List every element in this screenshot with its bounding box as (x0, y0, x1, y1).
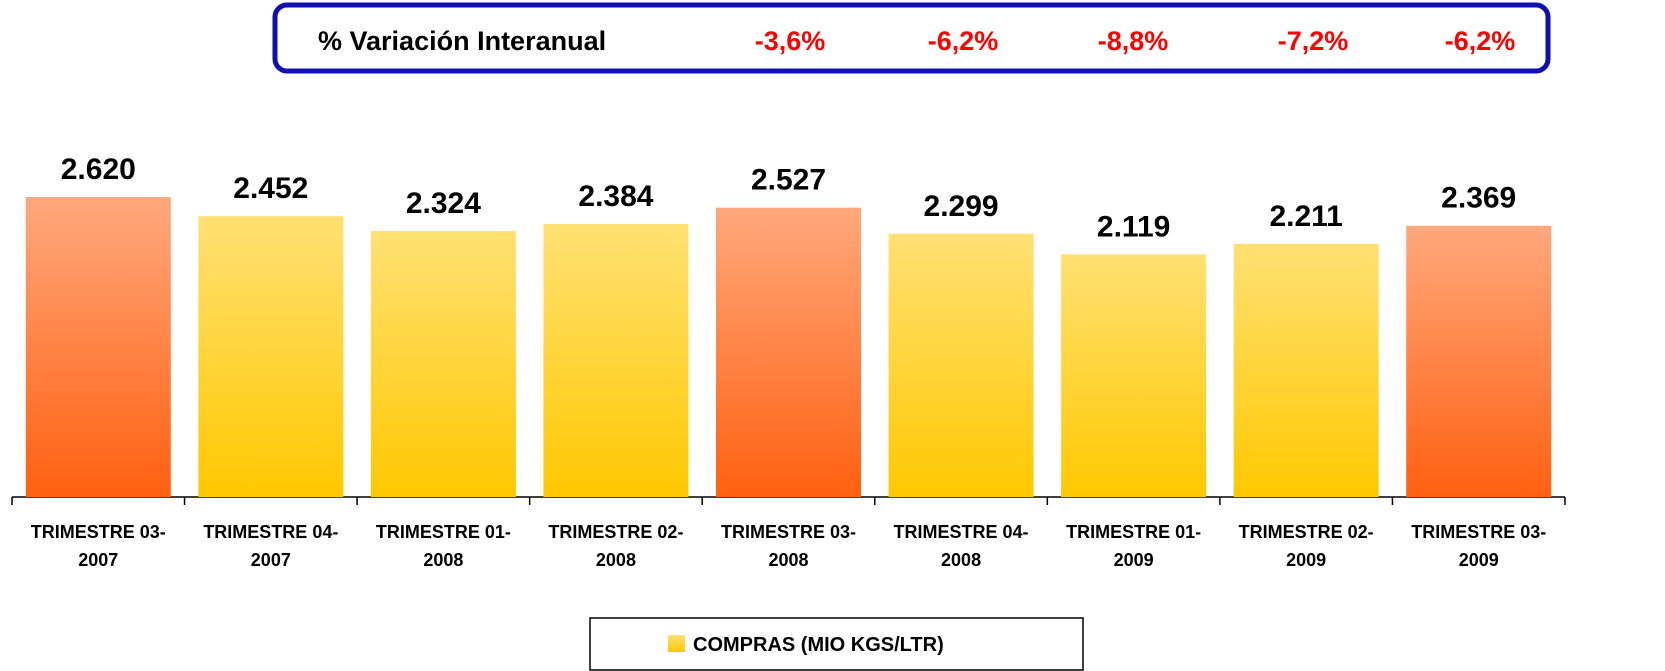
data-label: 2.119 (1097, 210, 1170, 243)
bar (25, 197, 171, 497)
data-label: 2.324 (406, 187, 481, 220)
x-tick-label: TRIMESTRE 03- (721, 522, 856, 542)
annotation-value: -6,2% (1445, 26, 1516, 56)
x-tick-label: TRIMESTRE 03- (1411, 522, 1546, 542)
bar (888, 233, 1034, 497)
x-tick-label: 2008 (941, 550, 981, 570)
x-tick-label: 2008 (768, 550, 808, 570)
legend-label: COMPRAS (MIO KGS/LTR) (693, 634, 944, 656)
x-tick-label: TRIMESTRE 04- (203, 522, 338, 542)
x-tick-label: TRIMESTRE 03- (31, 522, 166, 542)
data-label: 2.299 (924, 190, 999, 223)
bar (370, 230, 516, 498)
bar (716, 207, 861, 497)
x-tick-label: 2009 (1459, 550, 1499, 570)
bar (1406, 225, 1552, 497)
x-tick-label: 2009 (1114, 550, 1154, 570)
x-tick-label: 2009 (1286, 550, 1326, 570)
annotation-value: -7,2% (1278, 26, 1349, 56)
x-tick-label: 2008 (596, 550, 636, 570)
x-tick-label: TRIMESTRE 01- (376, 522, 511, 542)
annotation-value: -6,2% (928, 26, 999, 56)
x-tick-label: 2007 (78, 550, 118, 570)
x-tick-label: TRIMESTRE 02- (1239, 522, 1374, 542)
data-label: 2.527 (751, 164, 826, 197)
annotation-value: -3,6% (755, 26, 826, 56)
x-tick-label: TRIMESTRE 02- (548, 522, 683, 542)
annotation-box (272, 2, 1551, 74)
data-label: 2.369 (1441, 182, 1516, 215)
legend-swatch (668, 635, 685, 652)
annotation-value: -8,8% (1098, 26, 1169, 56)
annotation-label: % Variación Interanual (318, 26, 606, 56)
data-label: 2.452 (233, 172, 308, 205)
data-label: 2.384 (578, 180, 653, 213)
bar (1061, 254, 1207, 497)
data-label: 2.620 (61, 153, 136, 186)
x-tick-label: TRIMESTRE 04- (894, 522, 1029, 542)
bar (543, 224, 689, 498)
x-tick-label: TRIMESTRE 01- (1066, 522, 1201, 542)
x-tick-label: 2007 (251, 550, 291, 570)
data-label: 2.211 (1269, 200, 1342, 233)
bar (1233, 243, 1379, 497)
x-tick-label: 2008 (423, 550, 463, 570)
bar (198, 216, 344, 497)
